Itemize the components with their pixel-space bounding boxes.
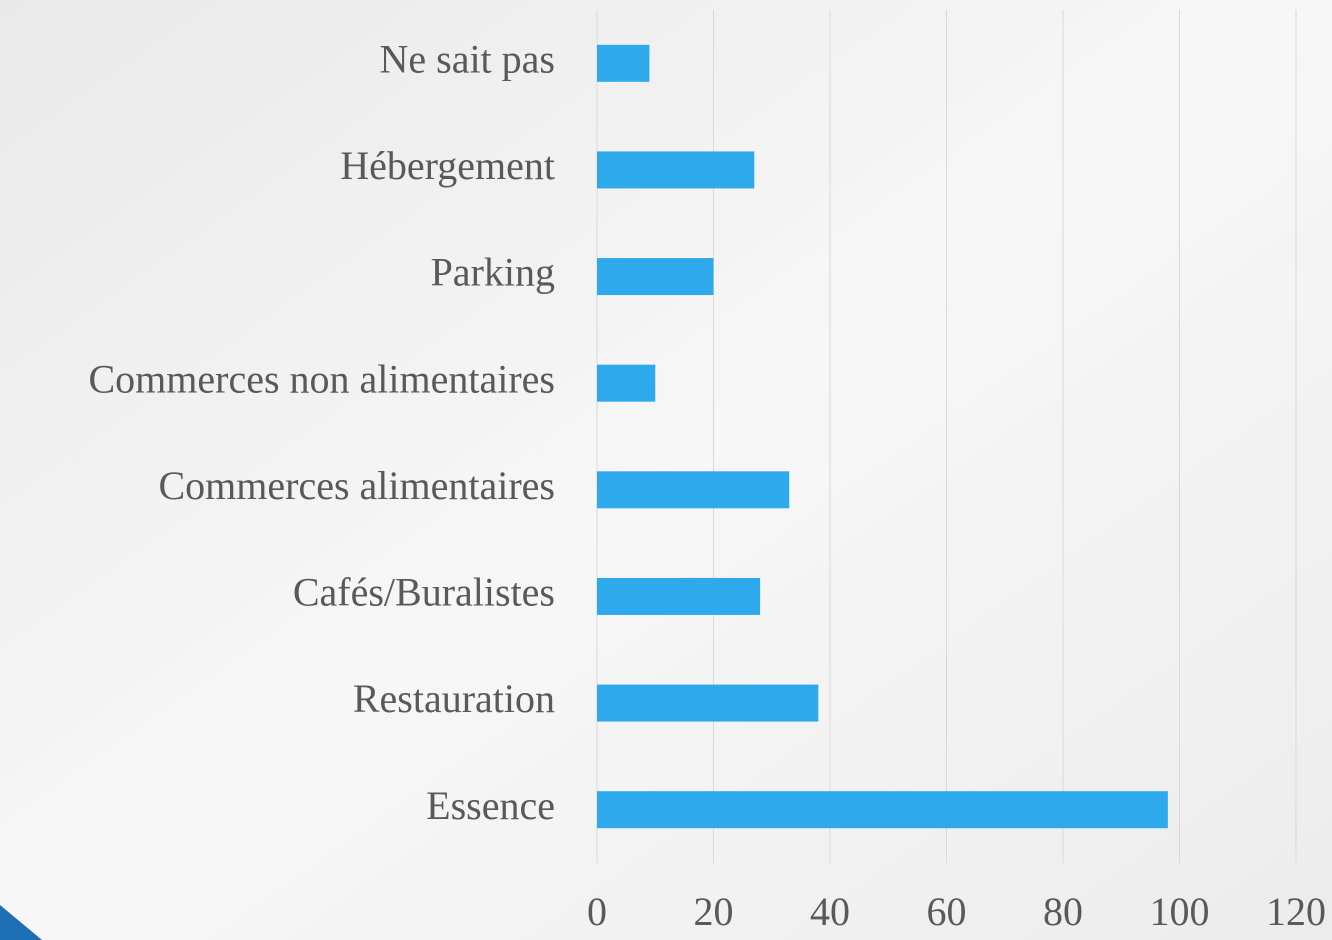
- x-tick-label: 20: [694, 889, 734, 934]
- bar: [597, 791, 1168, 829]
- bar: [597, 684, 819, 722]
- y-tick-label: Essence: [426, 783, 555, 828]
- bar: [597, 364, 656, 402]
- y-tick-label: Hébergement: [340, 143, 555, 188]
- x-tick-label: 60: [927, 889, 967, 934]
- bar: [597, 151, 755, 189]
- y-tick-label: Restauration: [353, 676, 555, 721]
- x-tick-label: 80: [1043, 889, 1083, 934]
- y-tick-label: Cafés/Buralistes: [293, 570, 555, 615]
- corner-decoration: [0, 905, 42, 940]
- bar: [597, 258, 714, 296]
- x-tick-label: 40: [810, 889, 850, 934]
- y-tick-label: Parking: [431, 250, 555, 295]
- bar: [597, 471, 790, 509]
- bar: [597, 577, 761, 615]
- x-tick-label: 120: [1266, 889, 1326, 934]
- y-tick-label: Commerces alimentaires: [158, 463, 555, 508]
- bar: [597, 44, 650, 82]
- x-tick-label: 100: [1150, 889, 1210, 934]
- y-tick-label: Commerces non alimentaires: [88, 356, 555, 401]
- x-tick-label: 0: [587, 889, 607, 934]
- y-tick-label: Ne sait pas: [379, 36, 555, 81]
